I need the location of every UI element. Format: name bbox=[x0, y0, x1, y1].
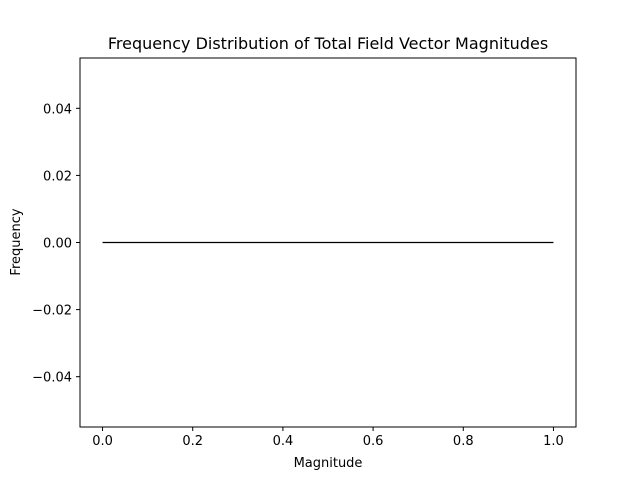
y-axis-ticks: −0.04 −0.02 0.00 0.02 0.04 bbox=[32, 102, 80, 386]
y-tick-label: −0.02 bbox=[32, 304, 72, 319]
y-axis-label: Frequency bbox=[9, 208, 24, 275]
x-tick-label: 0.4 bbox=[273, 434, 294, 449]
y-tick-label: 0.04 bbox=[43, 102, 72, 117]
chart-title: Frequency Distribution of Total Field Ve… bbox=[108, 34, 548, 53]
y-tick-label: 0.02 bbox=[43, 169, 72, 184]
x-tick-label: 0.8 bbox=[453, 434, 474, 449]
x-axis-label: Magnitude bbox=[294, 456, 363, 471]
x-axis-ticks: 0.0 0.2 0.4 0.6 0.8 1.0 bbox=[92, 427, 564, 449]
plot-frame bbox=[79, 57, 577, 428]
x-tick-label: 0.2 bbox=[182, 434, 203, 449]
y-tick-label: 0.00 bbox=[43, 237, 72, 252]
x-tick-label: 1.0 bbox=[543, 434, 564, 449]
x-tick-label: 0.6 bbox=[363, 434, 384, 449]
x-tick-label: 0.0 bbox=[92, 434, 113, 449]
y-tick-label: −0.04 bbox=[32, 371, 72, 386]
